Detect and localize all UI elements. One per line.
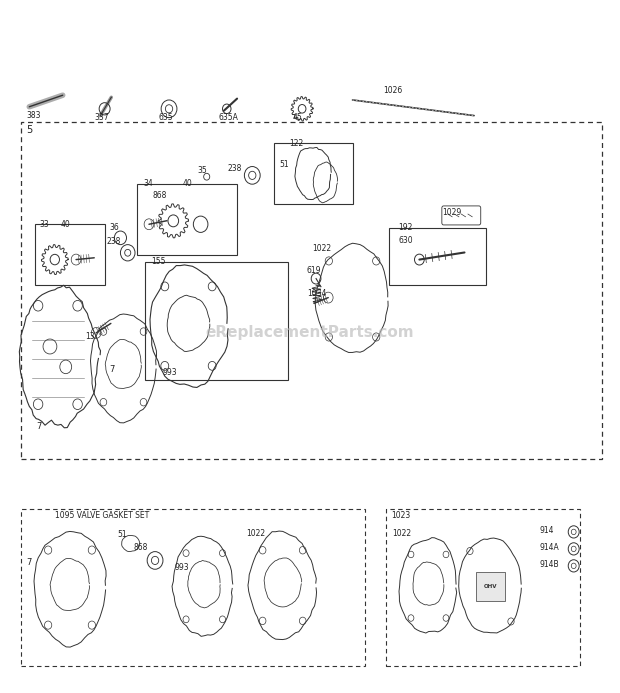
Bar: [137, 184, 237, 255]
Text: 238: 238: [228, 164, 242, 173]
Text: 7: 7: [26, 559, 32, 567]
Bar: [273, 143, 353, 204]
Text: 383: 383: [26, 112, 41, 121]
Text: 1023: 1023: [391, 511, 410, 520]
Text: 1034: 1034: [307, 288, 326, 297]
Bar: [144, 261, 288, 380]
Text: 51: 51: [117, 529, 127, 538]
Text: 993: 993: [174, 563, 189, 572]
Text: 192: 192: [398, 223, 412, 232]
Text: 868: 868: [152, 191, 166, 200]
Text: 13: 13: [85, 332, 95, 341]
Bar: [21, 509, 365, 666]
Text: 51: 51: [280, 159, 290, 168]
Bar: [35, 225, 105, 286]
Text: 1022: 1022: [312, 244, 331, 253]
Text: 1022: 1022: [392, 529, 411, 538]
Text: 35: 35: [198, 166, 207, 175]
Text: 993: 993: [163, 368, 177, 377]
Text: 40: 40: [182, 179, 192, 188]
Text: 337: 337: [94, 114, 109, 123]
Text: 7: 7: [37, 423, 42, 431]
Text: 34: 34: [143, 179, 153, 188]
Text: 914: 914: [539, 526, 554, 535]
Text: 635A: 635A: [219, 114, 239, 123]
Text: 914A: 914A: [539, 543, 559, 552]
Text: 1022: 1022: [246, 529, 265, 538]
Text: 635: 635: [159, 114, 174, 123]
Text: 36: 36: [110, 223, 119, 232]
Text: OHV: OHV: [484, 584, 497, 589]
Text: 1026: 1026: [383, 86, 402, 95]
Text: 33: 33: [40, 220, 50, 229]
Text: 868: 868: [134, 543, 148, 552]
Text: eReplacementParts.com: eReplacementParts.com: [206, 326, 414, 340]
Text: 619: 619: [306, 266, 321, 275]
Bar: [476, 572, 505, 601]
Text: 40: 40: [61, 220, 71, 229]
Text: 5: 5: [26, 125, 32, 134]
Text: 238: 238: [107, 237, 121, 246]
Text: 1095 VALVE GASKET SET: 1095 VALVE GASKET SET: [55, 511, 149, 520]
Text: 122: 122: [289, 139, 303, 148]
Bar: [389, 227, 486, 286]
Text: 630: 630: [398, 236, 413, 245]
Bar: [386, 509, 580, 666]
Text: 7: 7: [110, 365, 115, 374]
Text: 45: 45: [293, 114, 303, 123]
Text: 1029: 1029: [443, 209, 462, 218]
Text: 155: 155: [151, 256, 166, 265]
Text: 914B: 914B: [539, 560, 559, 569]
Bar: [21, 123, 601, 459]
